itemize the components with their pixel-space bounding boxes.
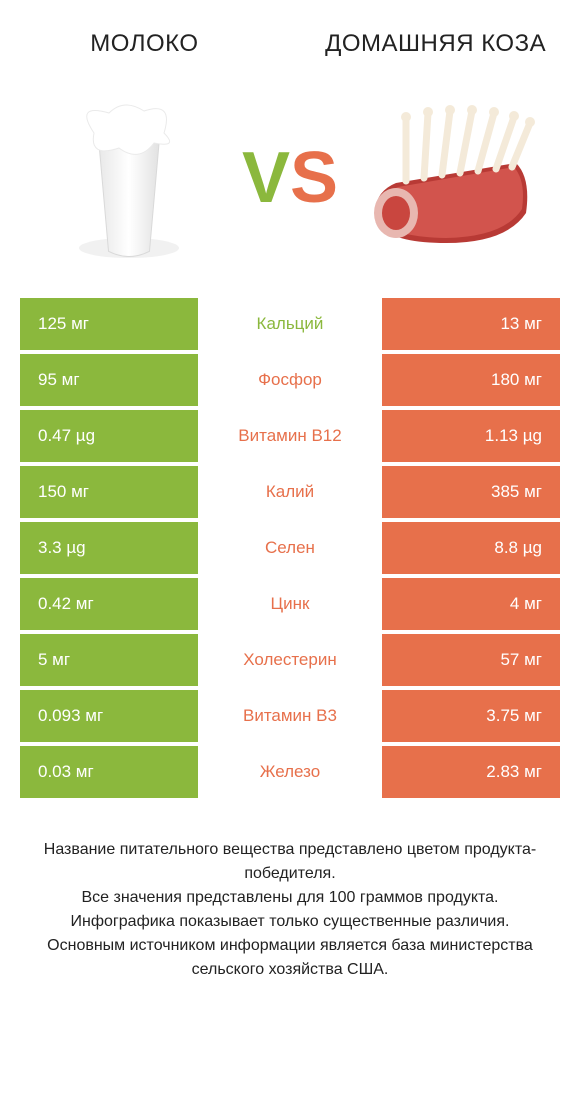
vs-v: V (242, 138, 290, 218)
header-right-title: ДОМАШНЯЯ КОЗА (321, 30, 550, 58)
product-right-image (352, 88, 550, 268)
table-row: 95 мгФосфор180 мг (20, 354, 560, 406)
value-right: 4 мг (382, 578, 560, 630)
table-row: 150 мгКалий385 мг (20, 466, 560, 518)
nutrient-label: Холестерин (198, 634, 382, 686)
value-right: 8.8 µg (382, 522, 560, 574)
infographic-page: МОЛОКО ДОМАШНЯЯ КОЗА VS (0, 0, 580, 1002)
nutrient-label: Фосфор (198, 354, 382, 406)
vs-s: S (290, 138, 338, 218)
table-row: 0.42 мгЦинк4 мг (20, 578, 560, 630)
nutrient-label: Селен (198, 522, 382, 574)
header-row: МОЛОКО ДОМАШНЯЯ КОЗА (20, 30, 560, 78)
value-left: 0.03 мг (20, 746, 198, 798)
table-row: 0.093 мгВитамин B33.75 мг (20, 690, 560, 742)
value-left: 150 мг (20, 466, 198, 518)
nutrient-label: Железо (198, 746, 382, 798)
table-row: 0.47 µgВитамин B121.13 µg (20, 410, 560, 462)
value-left: 0.093 мг (20, 690, 198, 742)
value-right: 57 мг (382, 634, 560, 686)
product-left-image (30, 88, 228, 268)
value-left: 95 мг (20, 354, 198, 406)
images-row: VS (20, 78, 560, 298)
value-right: 3.75 мг (382, 690, 560, 742)
table-row: 125 мгКальций13 мг (20, 298, 560, 350)
value-right: 385 мг (382, 466, 560, 518)
header-left-title: МОЛОКО (30, 30, 259, 58)
table-row: 5 мгХолестерин57 мг (20, 634, 560, 686)
meat-rack-icon (366, 103, 536, 253)
nutrient-label: Витамин B12 (198, 410, 382, 462)
value-left: 0.42 мг (20, 578, 198, 630)
value-right: 180 мг (382, 354, 560, 406)
footer-line: Основным источником информации является … (40, 934, 540, 982)
footer-line: Инфографика показывает только существенн… (40, 910, 540, 934)
nutrient-label: Кальций (198, 298, 382, 350)
table-row: 3.3 µgСелен8.8 µg (20, 522, 560, 574)
nutrient-label: Витамин B3 (198, 690, 382, 742)
milk-glass-icon (64, 93, 194, 263)
table-row: 0.03 мгЖелезо2.83 мг (20, 746, 560, 798)
value-left: 3.3 µg (20, 522, 198, 574)
value-right: 13 мг (382, 298, 560, 350)
value-right: 1.13 µg (382, 410, 560, 462)
value-left: 125 мг (20, 298, 198, 350)
nutrient-label: Калий (198, 466, 382, 518)
value-left: 0.47 µg (20, 410, 198, 462)
footer-line: Название питательного вещества представл… (40, 838, 540, 886)
footer-notes: Название питательного вещества представл… (20, 828, 560, 982)
value-right: 2.83 мг (382, 746, 560, 798)
nutrient-label: Цинк (198, 578, 382, 630)
footer-line: Все значения представлены для 100 граммо… (40, 886, 540, 910)
comparison-table: 125 мгКальций13 мг95 мгФосфор180 мг0.47 … (20, 298, 560, 828)
value-left: 5 мг (20, 634, 198, 686)
vs-label: VS (228, 137, 353, 219)
